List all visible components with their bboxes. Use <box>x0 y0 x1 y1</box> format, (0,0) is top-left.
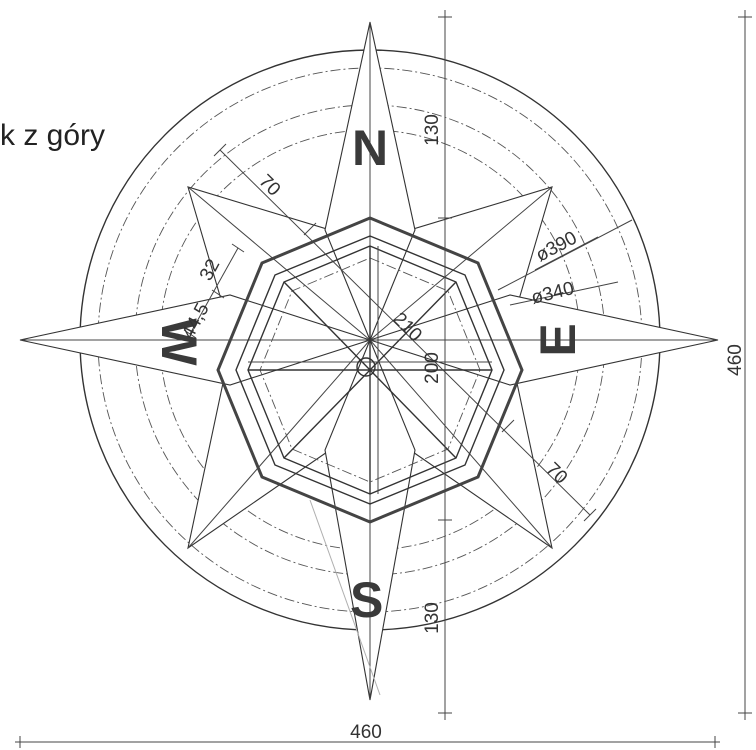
construction-line <box>309 499 381 696</box>
dim-340-label: ø340 <box>529 278 576 309</box>
east-label: E <box>530 323 586 356</box>
octagon-roof <box>216 216 524 524</box>
south-label: S <box>350 572 383 628</box>
dim-390-label: ø390 <box>532 228 580 267</box>
dim-200-label: 200 <box>422 352 443 384</box>
dimension-lines <box>15 10 752 748</box>
north-label: N <box>352 120 388 176</box>
dim-460-right-label: 460 <box>725 344 746 376</box>
west-label: W <box>151 318 207 366</box>
dim-70-bottom-label: 70 <box>541 459 571 489</box>
page-title: k z góry <box>0 119 105 152</box>
dim-130-top-label: 130 <box>422 114 443 146</box>
dim-460-bottom-label: 460 <box>350 722 382 743</box>
dim-130-bottom-label: 130 <box>422 602 443 634</box>
dim-70-top-label: 70 <box>254 171 284 201</box>
